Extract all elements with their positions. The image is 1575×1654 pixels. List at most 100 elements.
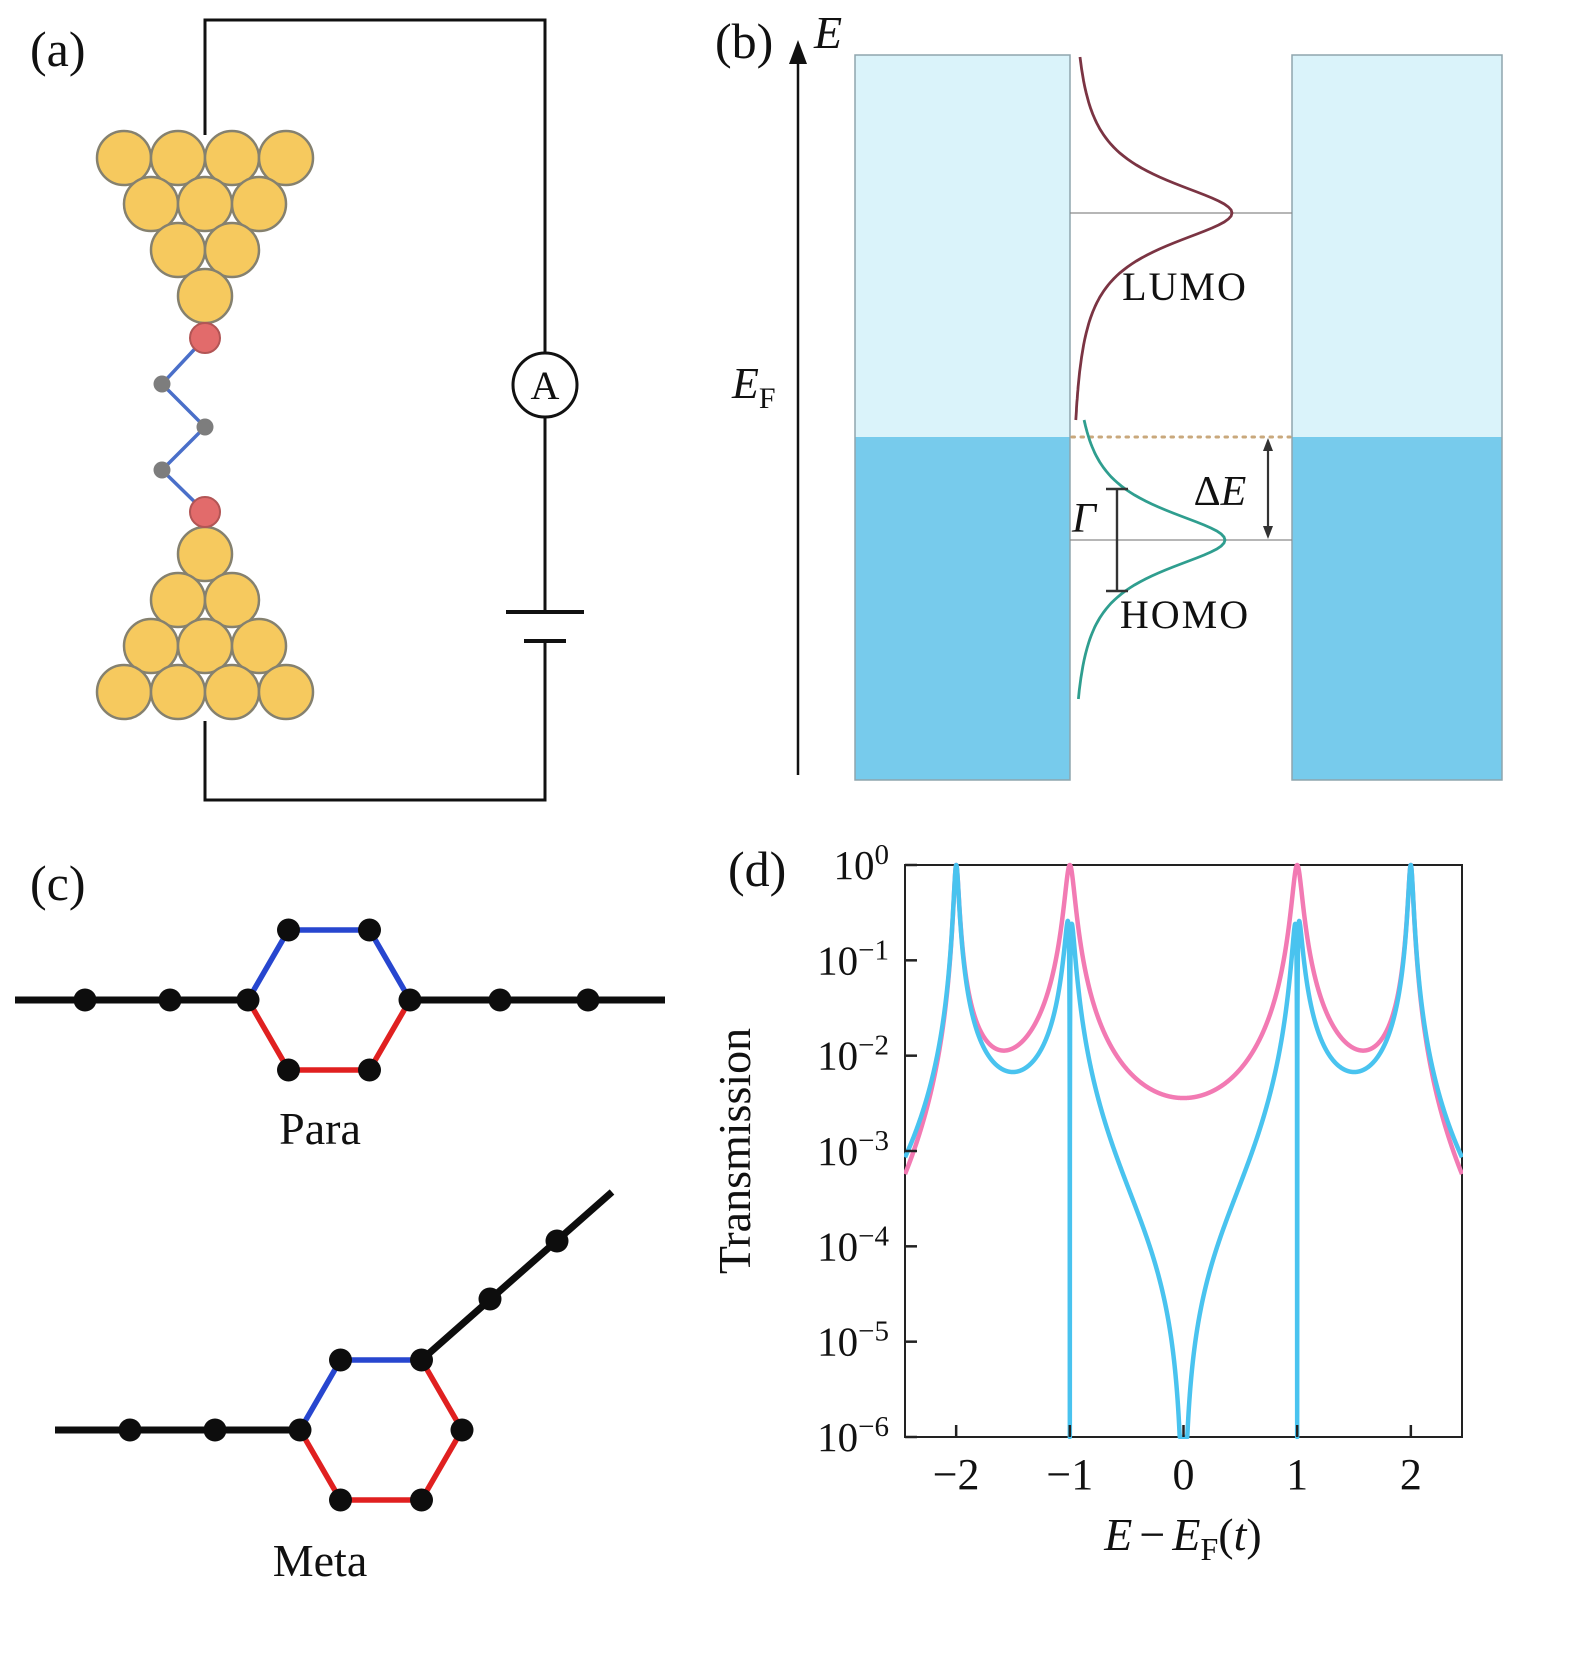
xlabel-t: t <box>1234 1509 1248 1560</box>
plot-frame <box>904 864 1463 1438</box>
y-axis-label: Transmission <box>709 1028 760 1274</box>
x-tick-label: 1 <box>1286 1450 1308 1499</box>
lumo-resonance-curve <box>1074 56 1234 421</box>
atom-dot <box>478 1287 502 1311</box>
atom-dot <box>236 988 260 1012</box>
transmission-curve-meta <box>904 862 1463 1439</box>
gamma-annotation: Γ <box>1071 487 1128 593</box>
gold-atom <box>230 617 288 675</box>
para-molecule: Para <box>15 918 665 1154</box>
meta-ring-edge-red <box>419 1428 465 1502</box>
gold-atom <box>95 663 153 721</box>
fermi-energy-label: EF <box>731 359 776 415</box>
x-axis-label: E − EF(t) <box>1103 1509 1261 1567</box>
gold-atom <box>230 175 288 233</box>
meta-label: Meta <box>273 1535 368 1586</box>
wire-bottom <box>203 641 547 802</box>
homo-resonance-curve <box>1077 419 1227 700</box>
delta-e-label: ΔE <box>1194 469 1247 515</box>
energy-axis-arrow-icon <box>789 40 807 64</box>
atom-dot <box>288 1418 312 1442</box>
panel-b-label: (b) <box>715 13 773 69</box>
x-tick-label: 2 <box>1400 1450 1422 1499</box>
atom-dot <box>203 1418 227 1442</box>
delta-e-arrow-down-icon <box>1263 526 1273 539</box>
gold-atom <box>149 221 207 279</box>
panel-d-label: (d) <box>728 841 786 897</box>
x-tick-label: −2 <box>933 1450 980 1499</box>
atom-dot <box>410 1488 433 1512</box>
backbone-atom <box>153 375 171 393</box>
gold-atom <box>176 175 234 233</box>
panel-b-energy-diagram: (b) E EF LUMO HOMO ΔE <box>715 7 1503 781</box>
gold-electrode-top <box>95 129 315 325</box>
gold-atom <box>176 267 234 325</box>
ammeter-label: A <box>531 363 560 408</box>
circuit-wires <box>203 18 584 802</box>
para-ring-edge-blue <box>367 928 413 1002</box>
gold-atom <box>149 571 207 629</box>
y-tick-label: 10−5 <box>817 1316 889 1365</box>
backbone-atom <box>153 461 171 479</box>
atom-dot <box>277 918 300 942</box>
gold-atom <box>203 221 261 279</box>
y-tick-label: 100 <box>834 839 890 888</box>
atom-dot <box>158 988 182 1012</box>
right-band-border <box>1291 54 1503 781</box>
gold-atom <box>149 663 207 721</box>
gold-atom <box>257 129 315 187</box>
panel-c-molecule-schematics: (c) Para Meta <box>15 855 665 1586</box>
atom-dot <box>118 1418 142 1442</box>
plot-axes-ticks: 100 10−1 10−2 10−3 10−4 10−5 10−6 −2 −1 0 1 2 <box>817 839 1422 1499</box>
xlabel-minus: − <box>1139 1509 1165 1560</box>
atom-dot <box>358 1058 381 1082</box>
energy-axis-label: E <box>813 7 842 58</box>
gold-atom <box>122 617 180 675</box>
left-band-empty <box>855 55 1070 437</box>
y-tick-label: 10−1 <box>817 934 889 983</box>
panel-a-label: (a) <box>30 21 86 77</box>
y-tick-label: 10−6 <box>817 1411 889 1460</box>
xlabel-open-paren: ( <box>1218 1509 1233 1560</box>
ammeter-icon <box>511 351 579 419</box>
para-ring-edge-blue <box>245 928 291 1002</box>
fermi-label-sub: F <box>759 382 776 415</box>
atom-dot <box>329 1488 352 1512</box>
para-atom-dots <box>73 918 600 1082</box>
gold-electrode-bottom <box>95 525 315 721</box>
x-tick-label: 0 <box>1173 1450 1195 1499</box>
anchor-atom-bottom <box>189 496 221 528</box>
atom-dot <box>277 1058 300 1082</box>
para-ring-edge-red <box>367 998 413 1072</box>
meta-ring-edge-red <box>419 1358 465 1432</box>
molecule-bridge <box>153 322 221 528</box>
right-band-empty <box>1292 55 1502 437</box>
backbone-atom <box>196 418 214 436</box>
delta-e-e: E <box>1220 469 1247 515</box>
atom-dot <box>545 1229 569 1253</box>
xlabel-close-paren: ) <box>1246 1509 1261 1560</box>
xlabel-e1: E <box>1103 1509 1132 1560</box>
xlabel-sub-f: F <box>1200 1531 1218 1567</box>
gold-atom <box>176 525 234 583</box>
gold-atom <box>203 571 261 629</box>
gold-atom <box>257 663 315 721</box>
gold-atom <box>95 129 153 187</box>
panel-a-junction-diagram: (a) A <box>30 18 584 802</box>
left-electrode-band <box>854 54 1071 781</box>
atom-dot <box>358 918 381 942</box>
y-tick-label: 10−3 <box>817 1125 889 1174</box>
atom-dot <box>488 988 512 1012</box>
meta-diagonal-chain <box>419 1189 615 1363</box>
anchor-atom-top <box>189 322 221 354</box>
delta-glyph: Δ <box>1194 469 1221 515</box>
energy-axis: E <box>789 7 842 775</box>
gold-atom <box>122 175 180 233</box>
transmission-curve-para <box>904 862 1463 1177</box>
para-ring-edge-red <box>245 998 291 1072</box>
atom-dot <box>576 988 600 1012</box>
atom-dot <box>410 1348 433 1372</box>
meta-ring-edge-red <box>297 1428 343 1502</box>
delta-e-annotation: ΔE <box>1194 438 1273 539</box>
